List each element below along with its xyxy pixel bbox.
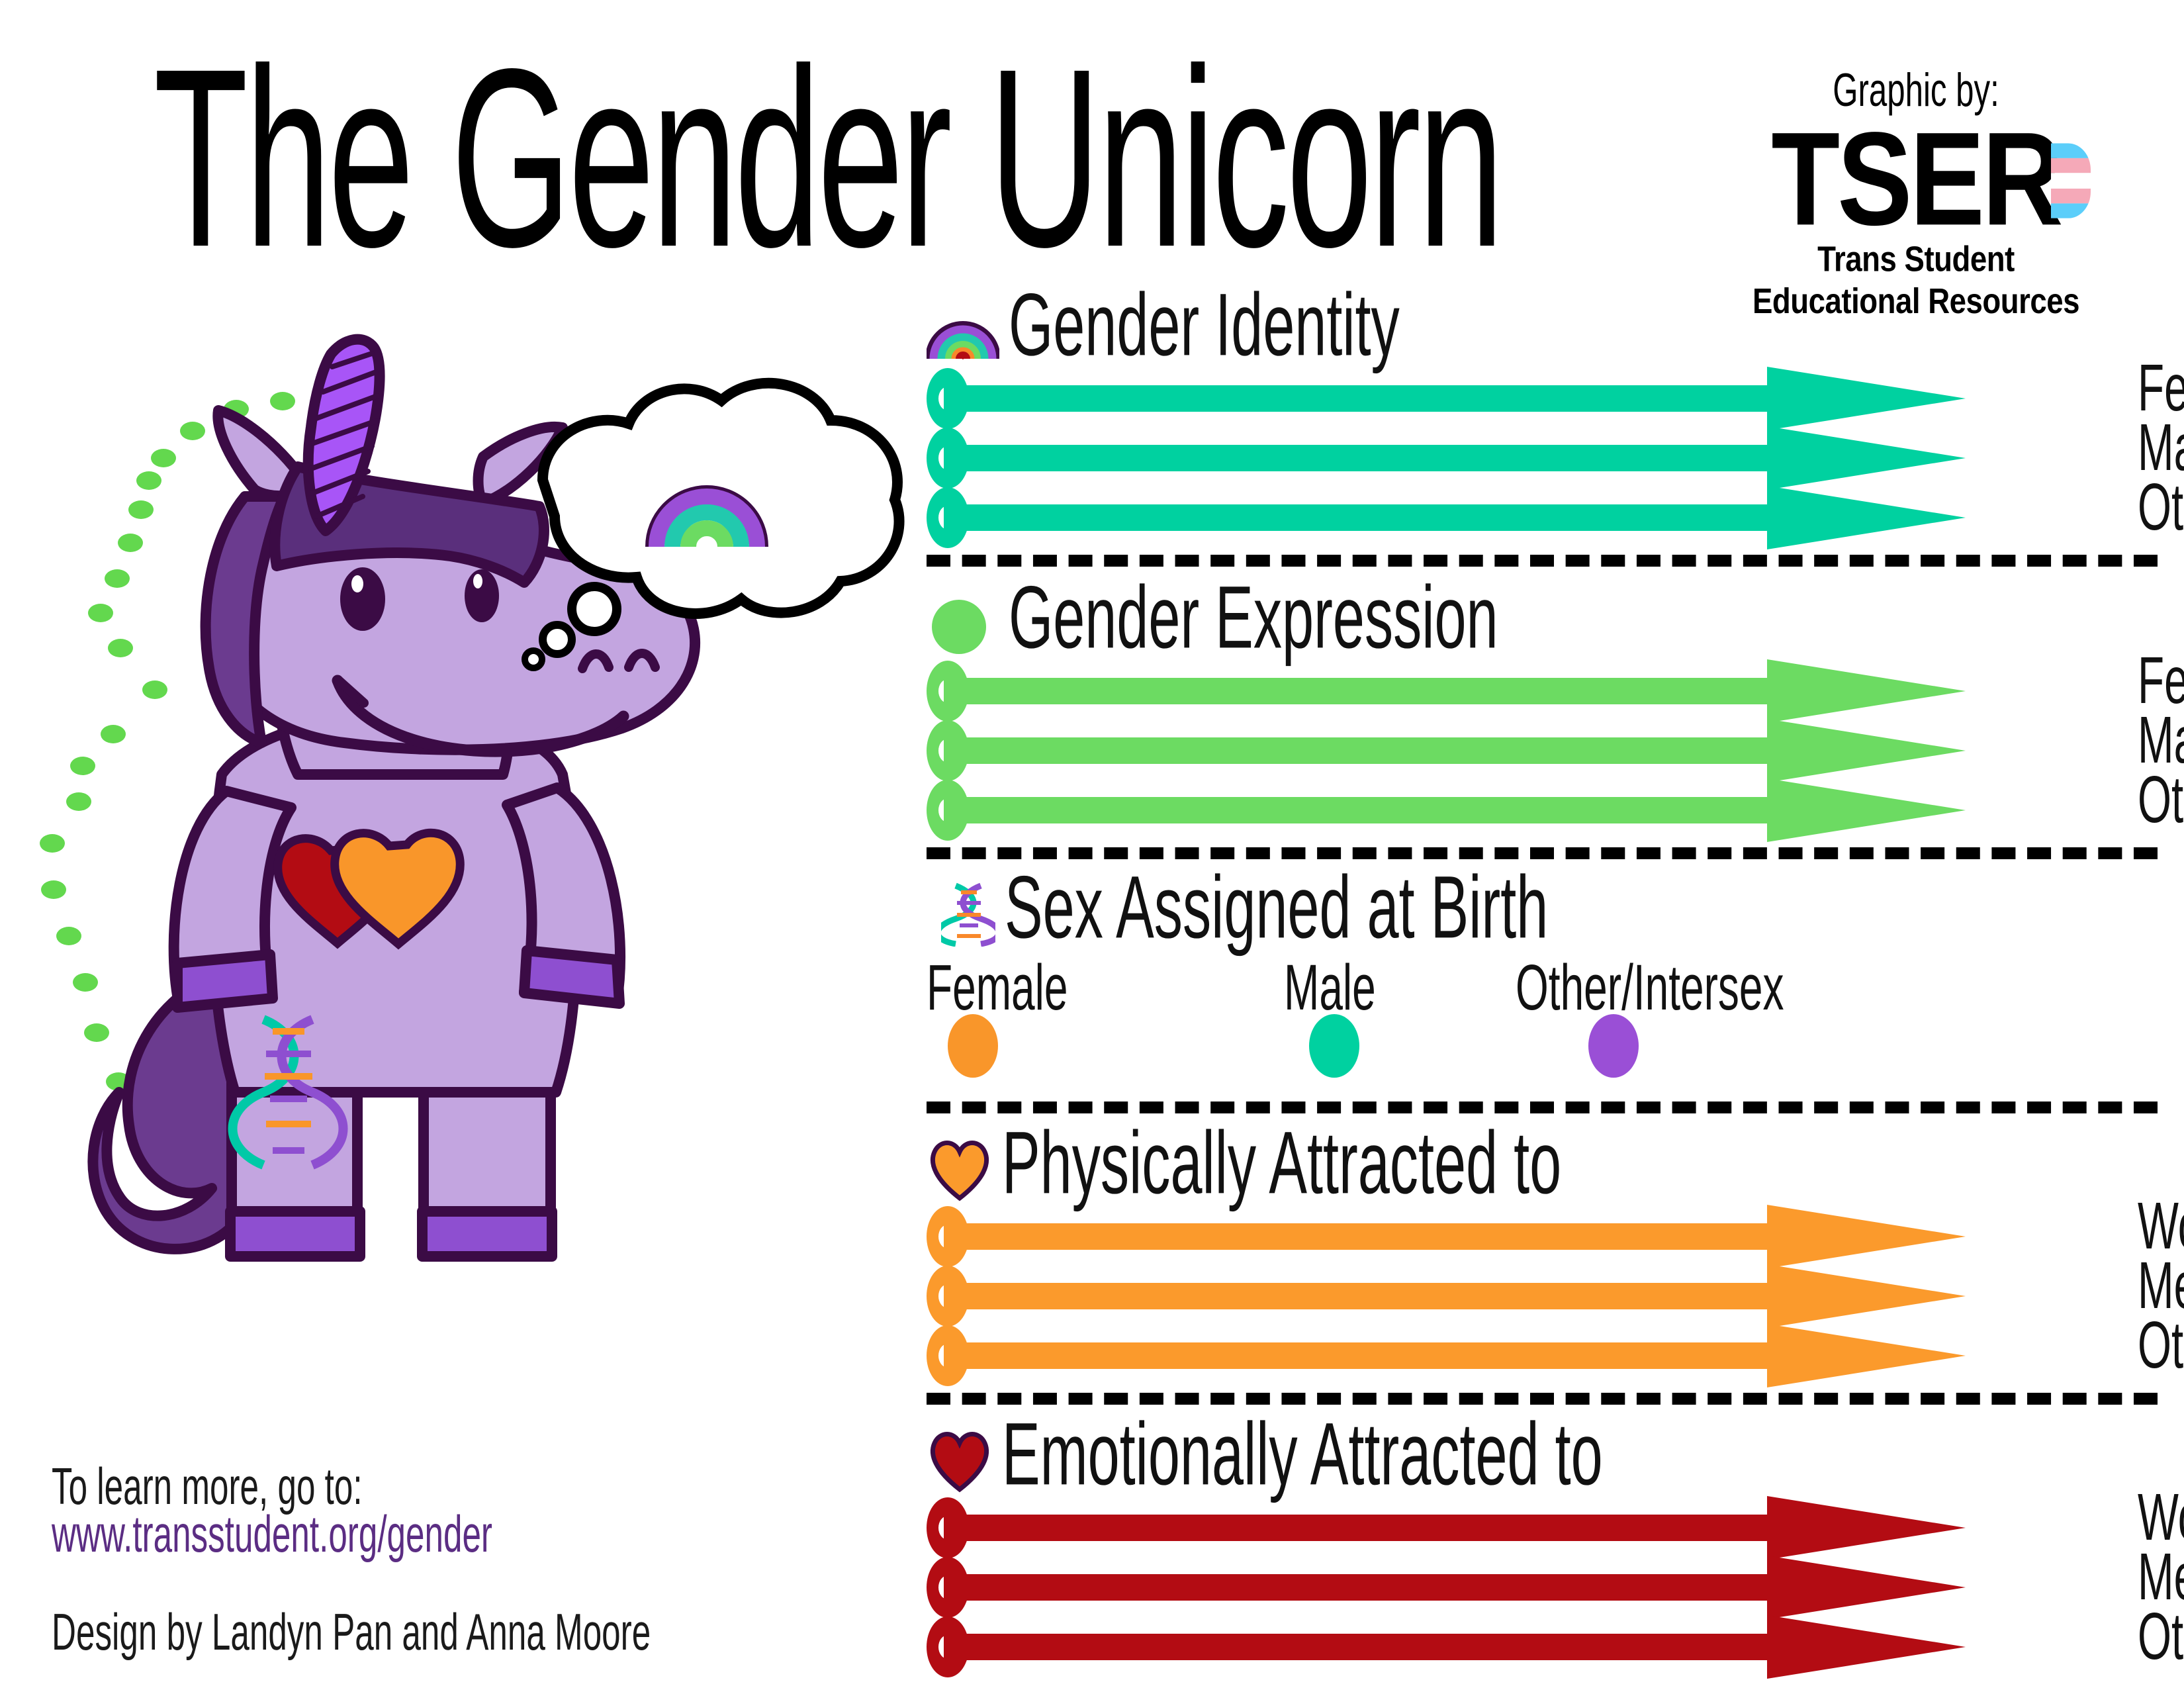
spectrum-row[interactable]: Female/Woman/Girl [927, 352, 2184, 430]
section-divider [927, 555, 2158, 567]
spectrum-row[interactable]: Male/Man/Boy [927, 411, 2184, 490]
sex-dot-female[interactable] [948, 1014, 998, 1078]
spectrum-row-label: Male/Man/Boy [2138, 410, 2184, 485]
spectrum-row[interactable]: Feminine [927, 644, 2184, 723]
section-divider [927, 847, 2158, 859]
spectrum-row-label: Female/Woman/Girl [2138, 351, 2184, 425]
section-title: Gender Identity [1009, 274, 1400, 374]
spectrum-rows: Female/Woman/Girl Male/Man/Boy Other Gen… [927, 352, 2184, 549]
design-credit-label: Design by Landyn Pan and Anna Moore [52, 1603, 651, 1662]
sex-label-female: Female [927, 951, 1068, 1023]
section-title: Emotionally Attracted to [1002, 1403, 1603, 1503]
section-divider [927, 1102, 2158, 1113]
spectrum-row[interactable]: Other [927, 763, 2184, 842]
spectrum-row-label: Masculine [2138, 703, 2184, 777]
tser-org-fullname: Trans Student Educational Resources [1752, 238, 2080, 321]
section-gender-expression: Gender Expression Feminine Masculine Oth… [927, 573, 2184, 859]
section-title: Sex Assigned at Birth [1005, 857, 1549, 957]
dna-helix-icon [934, 880, 1002, 947]
spectrum-row-label: Other Gender(s) [2138, 470, 2184, 544]
spectrum-row-label: Men [2138, 1248, 2184, 1323]
rainbow-icon [925, 298, 1001, 364]
spectrum-row[interactable]: Other Gender(s) [927, 1309, 2184, 1387]
heart-red-icon [927, 1427, 993, 1493]
thought-bubble-icon [522, 377, 905, 671]
spectrum-row[interactable]: Other Gender(s) [927, 1600, 2184, 1679]
graphic-by-label: Graphic by: [1833, 64, 1999, 117]
unicorn-illustration [79, 298, 913, 1334]
tser-logo-wordmark: TSER [1731, 113, 2101, 246]
spectrum-row[interactable]: Masculine [927, 704, 2184, 782]
sex-label-other-intersex: Other/Intersex [1516, 951, 1784, 1023]
spectrum-rows: Women Men Other Gender(s) [927, 1481, 2184, 1679]
sex-dot-other-intersex[interactable] [1588, 1014, 1639, 1078]
spectrum-row[interactable]: Women [927, 1190, 2184, 1268]
spectrum-rows: Feminine Masculine Other [927, 644, 2184, 842]
spectrum-row-label: Other [2138, 763, 2184, 837]
spectrum-rows: Women Men Other Gender(s) [927, 1190, 2184, 1387]
spectrum-row-label: Women [2138, 1480, 2184, 1554]
spectrum-row-label: Men [2138, 1540, 2184, 1614]
spectrum-row-label: Feminine [2138, 643, 2184, 718]
spectrum-row-label: Women [2138, 1189, 2184, 1263]
page-title: The Gender Unicorn [154, 15, 1504, 301]
green-circle-icon [927, 590, 999, 657]
section-sex-assigned-at-birth: Sex Assigned at Birth Female Male Other/… [927, 863, 2158, 1113]
sex-assigned-dots [927, 1014, 2158, 1094]
sex-dot-male[interactable] [1309, 1014, 1359, 1078]
spectrum-row-label: Other Gender(s) [2138, 1599, 2184, 1673]
sex-label-male: Male [1284, 951, 1376, 1023]
spectrum-panel: Gender Identity Female/Woman/Girl Male/M… [925, 280, 2184, 1684]
transstudent-url-link[interactable]: www.transstudent.org/gender [52, 1505, 492, 1564]
section-physically-attracted-to: Physically Attracted to Women Men Other … [927, 1118, 2184, 1405]
spectrum-row[interactable]: Other Gender(s) [927, 471, 2184, 549]
section-emotionally-attracted-to: Emotionally Attracted to Women Men Other… [927, 1409, 2184, 1679]
section-title: Physically Attracted to [1002, 1112, 1562, 1212]
section-divider [927, 1393, 2158, 1405]
spectrum-row-label: Other Gender(s) [2138, 1308, 2184, 1382]
learn-more-label: To learn more, go to: [52, 1457, 363, 1516]
spectrum-row[interactable]: Men [927, 1540, 2184, 1619]
sex-assigned-labels: Female Male Other/Intersex [927, 951, 2158, 1023]
section-title: Gender Expression [1009, 567, 1498, 667]
tser-logo-text: TSER [1771, 105, 2063, 254]
heart-orange-icon [927, 1136, 993, 1202]
tser-credit-block: Graphic by: TSER Trans Student Education… [1731, 63, 2101, 320]
spectrum-row[interactable]: Women [927, 1481, 2184, 1560]
trans-flag-icon [2051, 143, 2091, 218]
spectrum-row[interactable]: Men [927, 1249, 2184, 1328]
section-gender-identity: Gender Identity Female/Woman/Girl Male/M… [925, 280, 2184, 567]
